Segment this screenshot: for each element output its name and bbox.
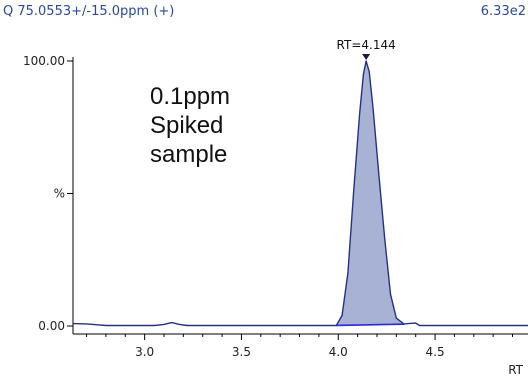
y-tick-label: %	[54, 187, 65, 201]
annotation-line: Spiked	[150, 112, 224, 139]
peak-marker	[362, 54, 371, 60]
x-tick-label: 3.5	[232, 345, 251, 359]
annotation-line: sample	[150, 141, 228, 168]
y-tick-label: 100.00	[23, 54, 65, 68]
trace-line	[72, 60, 528, 327]
trace-label: Q 75.0553+/-15.0ppm (+)	[3, 4, 175, 19]
x-tick-label: 4.5	[426, 345, 445, 359]
peak-area	[336, 61, 405, 326]
spike-annotation: 0.1ppm Spiked sample	[150, 82, 230, 169]
x-tick-label: 4.0	[329, 345, 348, 359]
integration-baseline	[336, 323, 405, 327]
x-tick-label: 3.0	[135, 345, 154, 359]
intensity-label: 6.33e2	[480, 4, 526, 19]
plot-area	[72, 54, 528, 327]
peak-rt-label: RT=4.144	[337, 38, 396, 52]
axes	[67, 57, 528, 340]
x-axis-title: RT	[508, 363, 523, 377]
annotation-line: 0.1ppm	[150, 83, 231, 110]
y-tick-label: 0.00	[38, 319, 65, 333]
labels: 100.00% 0.00 3.0 3.5 4.0 4.5 RT RT=4.144	[23, 38, 524, 377]
